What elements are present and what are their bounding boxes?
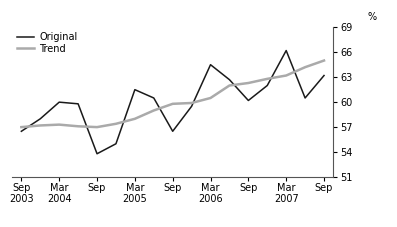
Trend bbox=[189, 102, 194, 104]
Line: Original: Original bbox=[21, 51, 324, 154]
Original bbox=[170, 130, 175, 133]
Trend bbox=[133, 117, 137, 120]
Original bbox=[227, 78, 232, 81]
Trend bbox=[38, 124, 42, 127]
Original bbox=[246, 99, 251, 102]
Original bbox=[151, 97, 156, 99]
Trend bbox=[322, 59, 326, 62]
Trend bbox=[303, 66, 308, 69]
Original bbox=[114, 142, 118, 145]
Trend bbox=[151, 109, 156, 112]
Original bbox=[322, 74, 326, 77]
Original bbox=[208, 63, 213, 66]
Trend bbox=[284, 74, 289, 77]
Trend bbox=[170, 102, 175, 105]
Legend: Original, Trend: Original, Trend bbox=[17, 32, 77, 54]
Original bbox=[57, 101, 62, 104]
Trend bbox=[57, 123, 62, 126]
Original bbox=[94, 152, 99, 155]
Trend bbox=[76, 125, 81, 128]
Trend bbox=[19, 126, 24, 128]
Trend bbox=[94, 126, 99, 128]
Trend bbox=[227, 84, 232, 87]
Original bbox=[265, 84, 270, 87]
Original bbox=[19, 130, 24, 133]
Original bbox=[38, 117, 42, 120]
Original bbox=[303, 97, 308, 99]
Trend bbox=[246, 82, 251, 84]
Original bbox=[76, 102, 81, 105]
Trend bbox=[265, 77, 270, 80]
Text: %: % bbox=[368, 12, 377, 22]
Original bbox=[284, 49, 289, 52]
Line: Trend: Trend bbox=[21, 61, 324, 127]
Trend bbox=[114, 122, 118, 125]
Trend bbox=[208, 97, 213, 99]
Original bbox=[189, 105, 194, 108]
Original bbox=[133, 88, 137, 91]
